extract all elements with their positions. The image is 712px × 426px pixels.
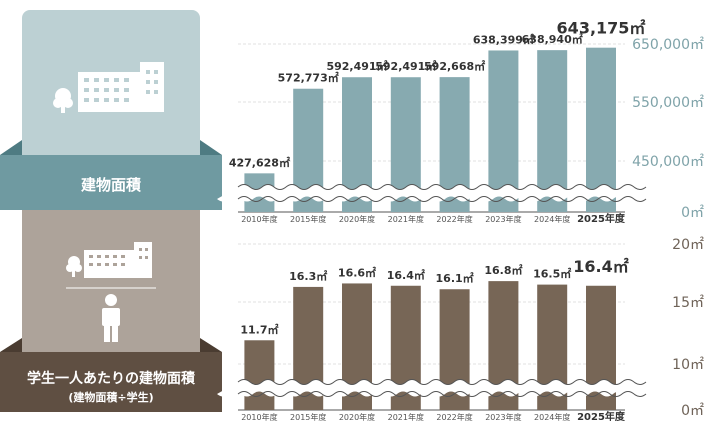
data-label: 638,399㎡ [473,32,534,46]
data-label: 592,491㎡ [375,59,436,73]
category-label: 2024年度 [534,214,570,224]
bar-2010年度 [244,340,275,410]
panel1-title-band [0,155,222,210]
y-tick-label: 650,000㎡ [632,37,704,53]
building-windows [84,70,158,102]
c2-y-tick-labels: 20㎡ 15㎡ 10㎡ 0㎡ [672,237,704,419]
panel2-subtitle: (建物面積÷学生) [68,390,153,404]
panel2-title: 学生一人あたりの建物面積 [27,370,196,387]
c1-data-labels: 427,628㎡572,773㎡592,491㎡592,491㎡592,668㎡… [229,19,646,170]
category-label: 2010年度 [241,214,277,224]
panel1-fold-left [0,140,22,155]
panel2-fold-left [0,338,22,352]
panel-building-area: 建物面積 [0,10,222,210]
y-tick-label: 450,000㎡ [632,154,704,170]
break-band [217,379,646,397]
c1-axis-break [217,184,647,202]
c2-axis-break [217,379,647,397]
data-label: 638,940㎡ [522,32,583,46]
c1-category-labels: 2010年度 2015年度 2020年度 2021年度 2022年度 2023年度 2024… [241,212,626,225]
category-label: 2021年度 [388,412,424,422]
data-label: 592,491㎡ [326,59,387,73]
break-band [217,184,646,202]
panel-per-student: 学生一人あたりの建物面積 (建物面積÷学生) [0,210,222,412]
chart-building-area: 427,628㎡572,773㎡592,491㎡592,491㎡592,668㎡… [217,19,704,225]
category-label: 2022年度 [436,214,472,224]
y-tick-label: 0㎡ [681,205,704,221]
y-tick-label: 10㎡ [672,357,704,373]
data-label: 16.4㎡ [387,268,425,282]
data-label: 16.8㎡ [484,263,522,277]
panel2-fold-right [200,338,222,352]
break-wave [237,184,647,190]
c1-bars [244,47,616,213]
category-label: 2024年度 [534,412,570,422]
break-wave [237,379,647,385]
bar-2023年度 [488,50,519,213]
category-label: 2022年度 [436,412,472,422]
category-label: 2025年度 [577,410,626,423]
category-label: 2025年度 [577,212,626,225]
data-label: 11.7㎡ [240,322,278,336]
panel2-title-band [0,352,222,412]
category-label: 2021年度 [388,214,424,224]
data-label: 572,773㎡ [278,71,339,85]
y-tick-label: 550,000㎡ [632,95,704,111]
data-label: 16.4㎡ [573,257,628,276]
data-label: 16.1㎡ [436,271,474,285]
category-label: 2020年度 [339,412,375,422]
panel2-card [22,210,200,360]
data-label: 592,668㎡ [424,59,485,73]
panel1-title: 建物面積 [81,176,142,194]
category-label: 2015年度 [290,412,326,422]
category-label: 2023年度 [485,412,521,422]
break-wave [237,196,647,202]
category-label: 2023年度 [485,214,521,224]
break-wave [237,391,647,397]
c1-y-tick-labels: 650,000㎡ 550,000㎡ 450,000㎡ 0㎡ [632,37,704,221]
y-tick-label: 0㎡ [681,403,704,419]
category-label: 2020年度 [339,214,375,224]
data-label: 643,175㎡ [557,19,646,38]
panel1-fold-right [200,140,222,155]
c2-category-labels: 2010年度 2015年度 2020年度 2021年度 2022年度 2023年度 2024… [241,410,626,423]
data-label: 427,628㎡ [229,155,290,169]
data-label: 16.5㎡ [533,267,571,281]
data-label: 16.6㎡ [338,265,376,279]
building-windows-small [89,248,148,266]
category-label: 2010年度 [241,412,277,422]
y-tick-label: 20㎡ [672,237,704,253]
person-icon [102,294,120,342]
data-label: 16.3㎡ [289,269,327,283]
y-tick-label: 15㎡ [672,295,704,311]
category-label: 2015年度 [290,214,326,224]
